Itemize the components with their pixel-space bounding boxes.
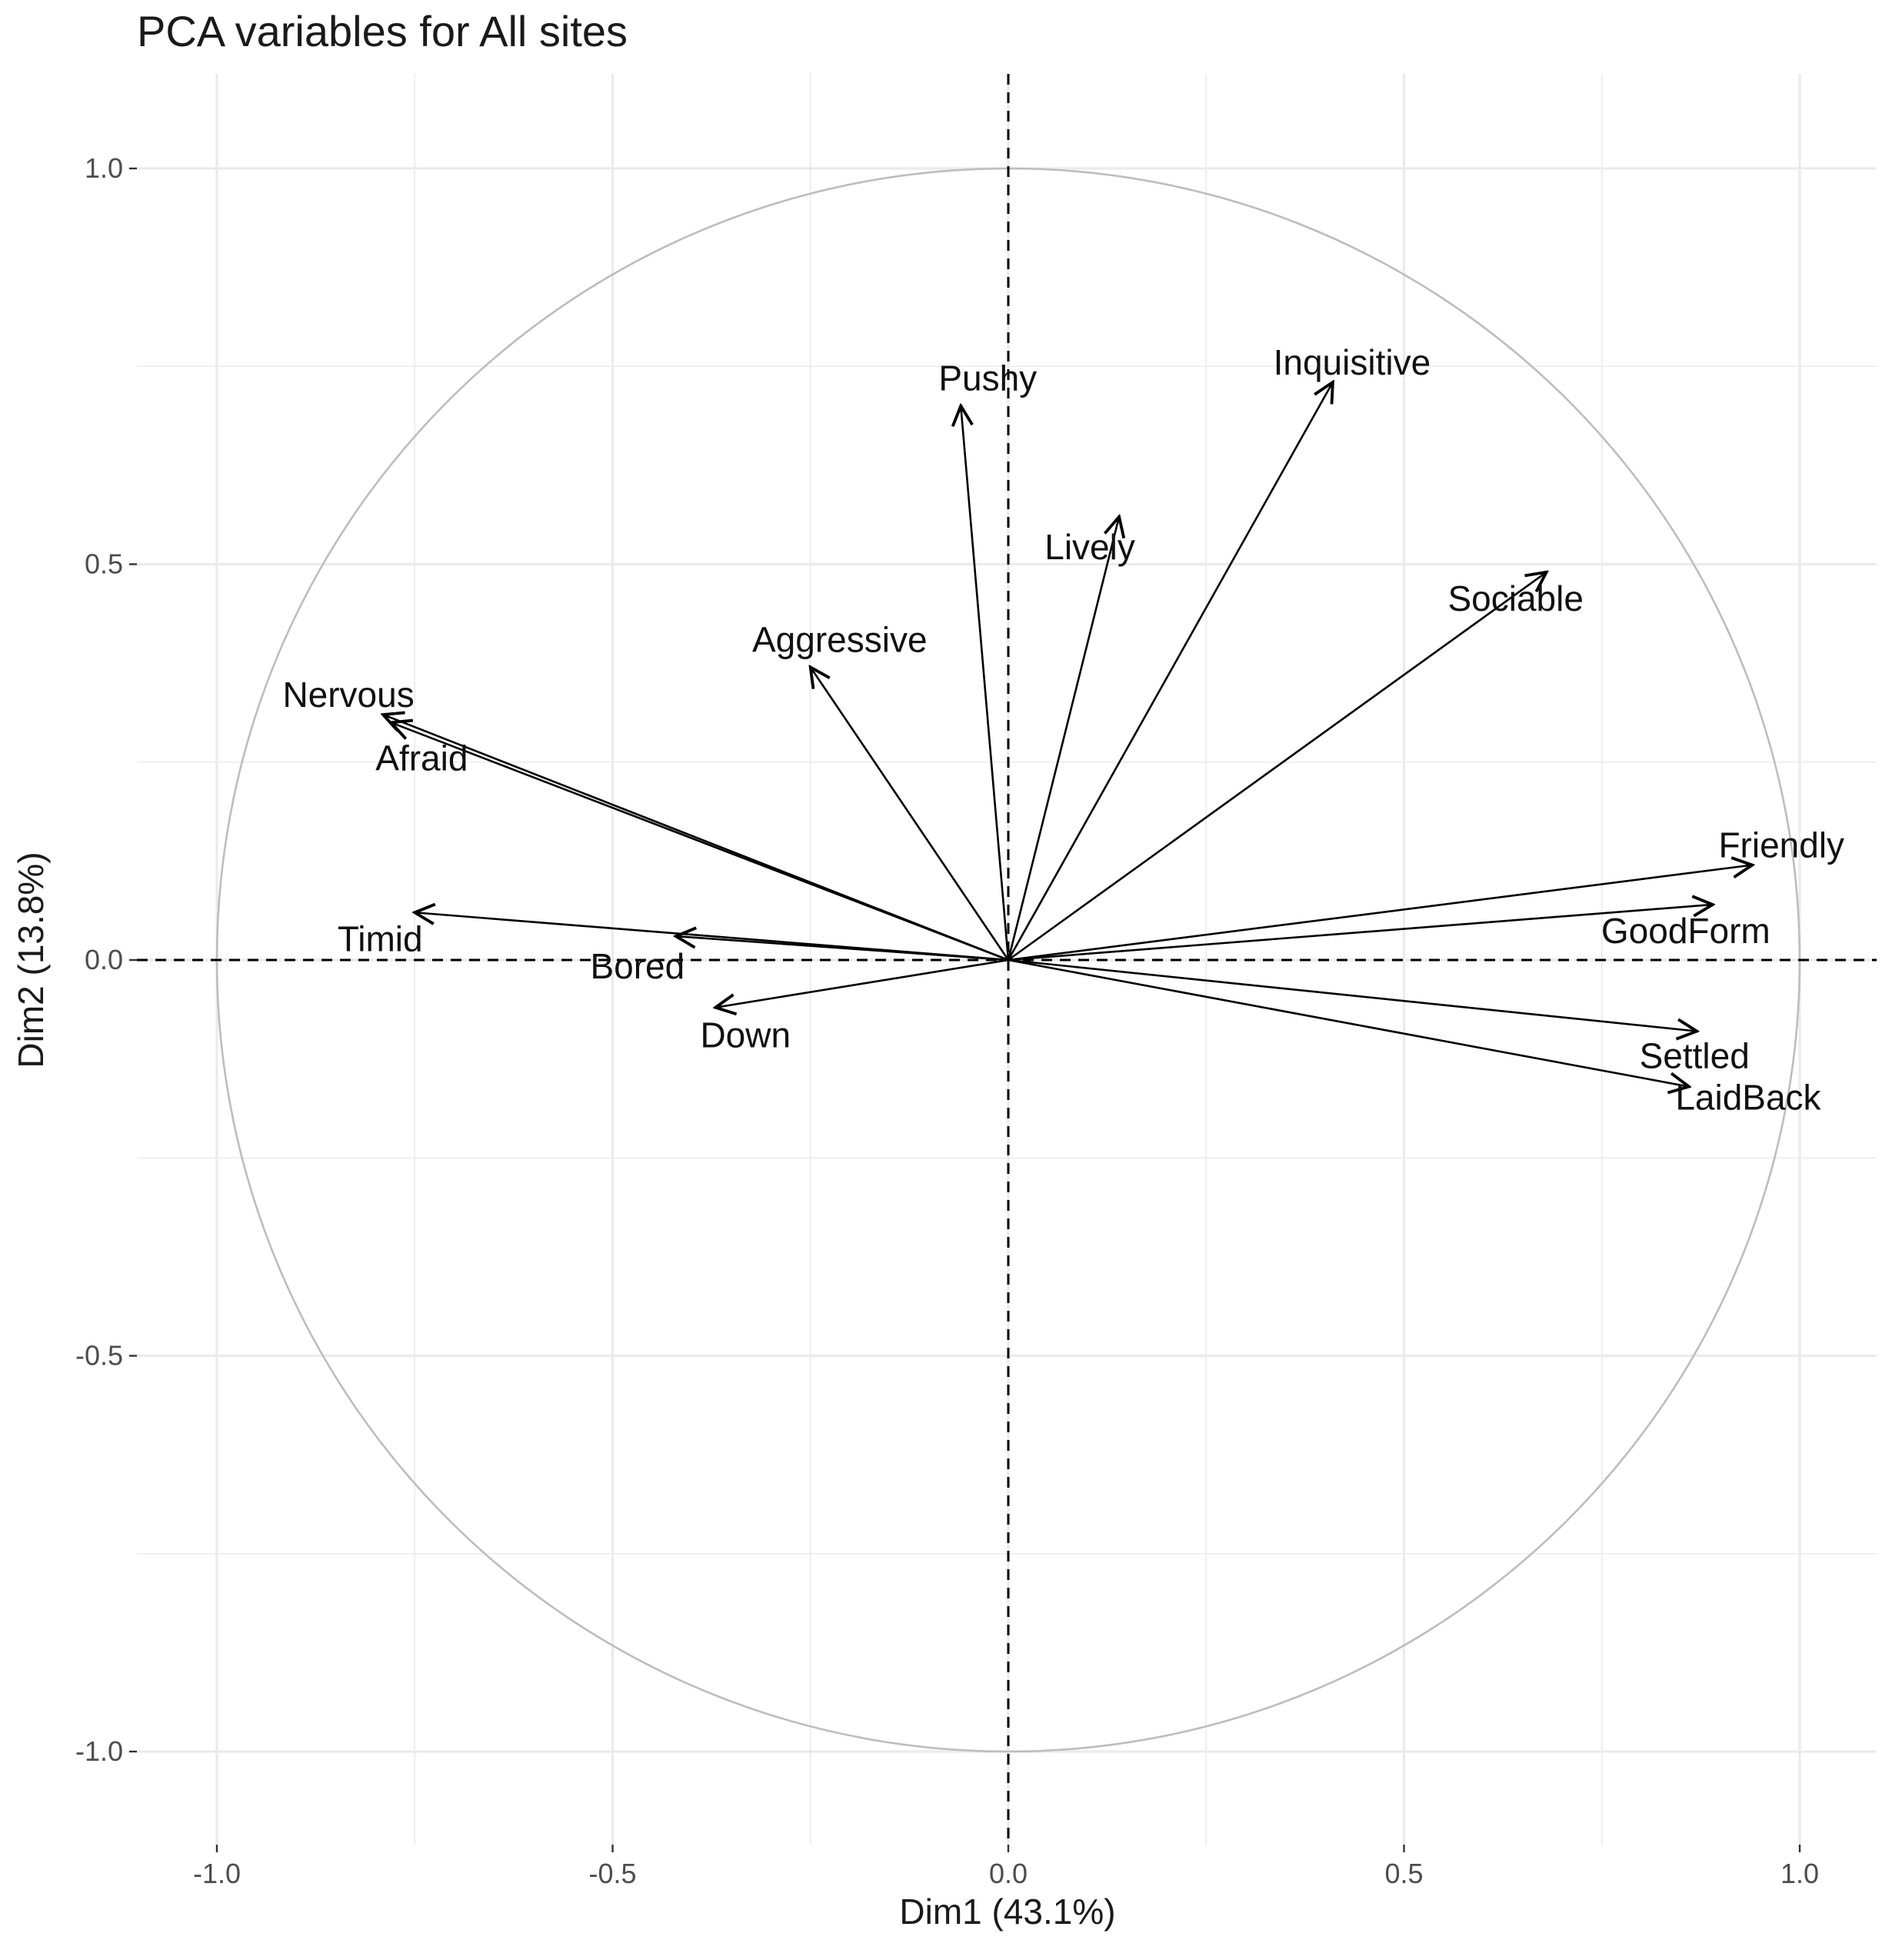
label-timid: Timid: [338, 918, 423, 958]
y-tick-label: 0.5: [85, 548, 123, 580]
arrow-bored: [676, 936, 1009, 962]
label-inquisitive: Inquisitive: [1274, 342, 1431, 382]
y-axis-title: Dim2 (13.8%): [11, 852, 51, 1068]
label-pushy: Pushy: [938, 358, 1037, 398]
y-tick-label: -0.5: [75, 1340, 123, 1372]
y-tick-label: -1.0: [75, 1735, 123, 1767]
label-goodform: GoodForm: [1601, 911, 1770, 951]
arrow-afraid: [391, 722, 1009, 962]
label-nervous: Nervous: [282, 675, 414, 715]
label-afraid: Afraid: [375, 738, 468, 778]
x-axis-title-text: Dim1 (43.1%): [899, 1892, 1116, 1932]
x-tick-label: 1.0: [1780, 1858, 1819, 1889]
x-tick-label: 0.5: [1384, 1858, 1423, 1889]
x-tick-label: -1.0: [193, 1858, 241, 1889]
chart-title: PCA variables for All sites: [137, 7, 628, 55]
label-laidback: LaidBack: [1675, 1078, 1821, 1118]
arrow-pushy: [961, 406, 1010, 961]
x-tick-label: 0.0: [989, 1858, 1028, 1889]
axis-layer: -1.0 -0.5 0.0 0.5 1.0 -1.0 -0.5 0.0 0.5 1.0: [75, 152, 1819, 1889]
arrow-goodform: [1008, 905, 1713, 962]
arrow-down: [715, 958, 1009, 1008]
arrow-aggressive: [811, 667, 1010, 961]
y-tick-label: 1.0: [85, 152, 123, 184]
x-axis-title: Dim1 (43.1%): [0, 1891, 1892, 1932]
arrow-sociable: [1008, 572, 1547, 962]
label-settled: Settled: [1640, 1036, 1750, 1076]
label-layer: Pushy Inquisitive Lively Sociable Aggressive…: [282, 342, 1844, 1118]
y-tick-label: 0.0: [85, 944, 123, 975]
label-bored: Bored: [590, 946, 685, 986]
arrow-layer: [383, 382, 1752, 1087]
label-aggressive: Aggressive: [752, 619, 928, 659]
arrow-laidback: [1008, 958, 1689, 1087]
x-tick-label: -0.5: [588, 1858, 636, 1889]
arrow-friendly: [1008, 865, 1752, 962]
label-friendly: Friendly: [1718, 825, 1844, 865]
arrow-settled: [1008, 958, 1697, 1032]
label-down: Down: [700, 1015, 791, 1055]
label-sociable: Sociable: [1447, 578, 1583, 618]
arrow-lively: [1007, 517, 1119, 961]
label-lively: Lively: [1044, 527, 1135, 567]
arrow-inquisitive: [1007, 382, 1333, 961]
